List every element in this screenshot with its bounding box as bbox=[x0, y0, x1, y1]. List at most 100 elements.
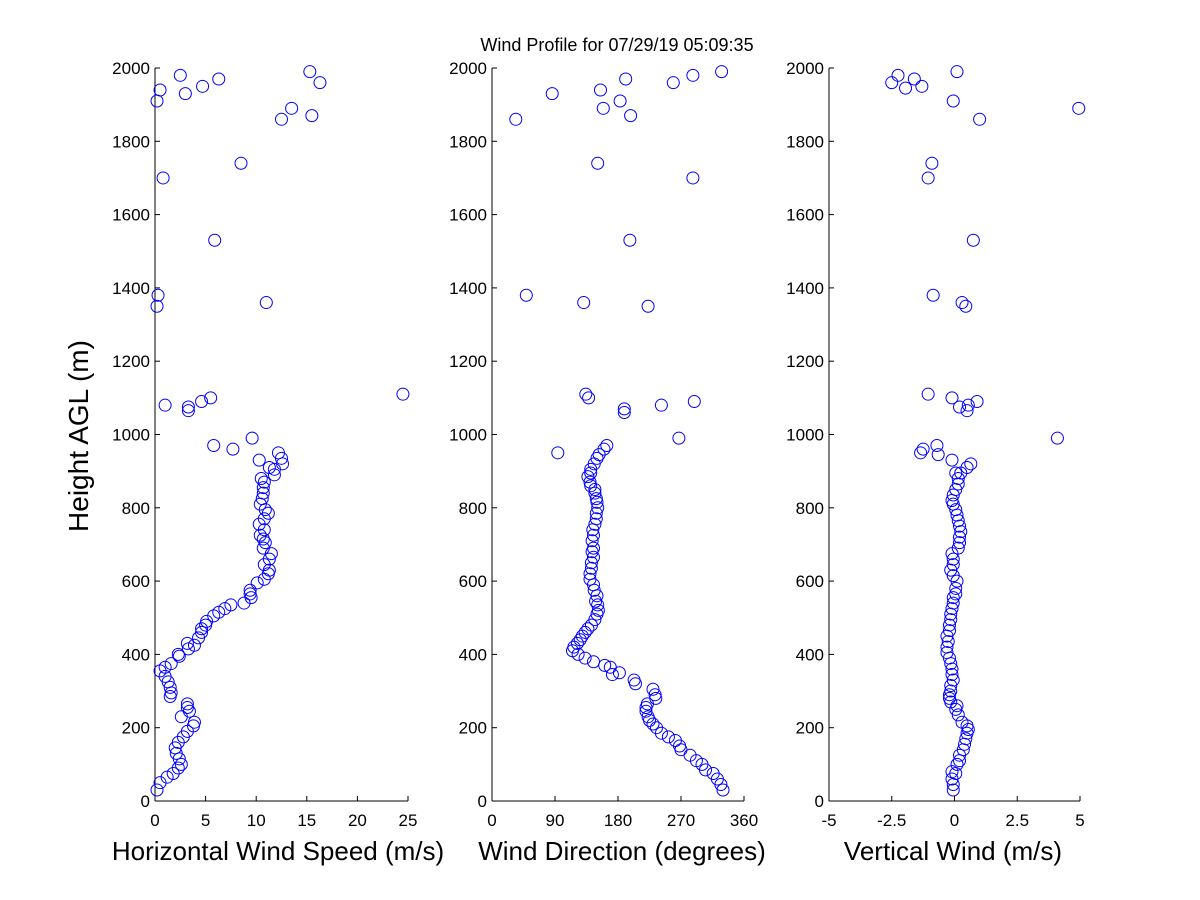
vertical-data-point bbox=[959, 732, 973, 746]
direction-data-point bbox=[646, 682, 660, 696]
direction-data-point bbox=[519, 288, 533, 302]
speed-data-point bbox=[256, 481, 270, 495]
direction-data-point bbox=[654, 398, 668, 412]
vertical-data-point bbox=[950, 65, 964, 79]
speed-data-point bbox=[178, 87, 192, 101]
speed-data-point bbox=[207, 438, 221, 452]
vertical-data-point bbox=[946, 569, 960, 583]
direction-data-point bbox=[617, 406, 631, 420]
vertical-x-tick-label: 2.5 bbox=[1005, 811, 1029, 830]
direction-data-point bbox=[591, 598, 605, 612]
direction-data-point bbox=[589, 506, 603, 520]
vertical-y-tick-label: 1400 bbox=[786, 279, 824, 298]
speed-data-point bbox=[256, 541, 270, 555]
speed-data-point bbox=[164, 657, 178, 671]
speed-y-tick-label: 1800 bbox=[112, 132, 150, 151]
vertical-data-point bbox=[946, 783, 960, 797]
speed-data-point bbox=[258, 536, 272, 550]
vertical-data-point bbox=[966, 233, 980, 247]
direction-data-point bbox=[603, 660, 617, 674]
vertical-data-point bbox=[942, 691, 956, 705]
figure-title: Wind Profile for 07/29/19 05:09:35 bbox=[480, 35, 753, 55]
speed-data-point bbox=[261, 506, 275, 520]
speed-data-point bbox=[234, 156, 248, 170]
speed-data-point bbox=[187, 638, 201, 652]
speed-x-tick-label: 25 bbox=[399, 811, 418, 830]
direction-data-point bbox=[648, 688, 662, 702]
vertical-data-point bbox=[944, 684, 958, 698]
direction-data-point bbox=[641, 710, 655, 724]
vertical-x-tick-label: 0 bbox=[950, 811, 959, 830]
vertical-data-point bbox=[953, 536, 967, 550]
speed-x-tick-label: 20 bbox=[348, 811, 367, 830]
speed-data-point bbox=[181, 400, 195, 414]
vertical-data-point bbox=[907, 72, 921, 86]
speed-data-point bbox=[174, 757, 188, 771]
direction-data-point bbox=[589, 512, 603, 526]
speed-data-point bbox=[243, 583, 257, 597]
direction-data-point bbox=[646, 717, 660, 731]
speed-data-point bbox=[303, 65, 317, 79]
vertical-data-point bbox=[959, 299, 973, 313]
vertical-data-point bbox=[946, 673, 960, 687]
direction-y-tick-label: 800 bbox=[459, 499, 487, 518]
speed-y-tick-label: 600 bbox=[122, 572, 150, 591]
direction-data-point bbox=[641, 299, 655, 313]
speed-data-point bbox=[276, 457, 290, 471]
direction-data-point bbox=[509, 112, 523, 126]
direction-y-tick-label: 400 bbox=[459, 645, 487, 664]
direction-data-point bbox=[687, 395, 701, 409]
speed-data-point bbox=[245, 431, 259, 445]
speed-data-point bbox=[173, 68, 187, 82]
direction-x-axis-label: Wind Direction (degrees) bbox=[478, 836, 766, 866]
vertical-data-point bbox=[914, 446, 928, 460]
direction-data-point bbox=[587, 528, 600, 542]
vertical-data-point bbox=[973, 112, 987, 126]
direction-data-point bbox=[624, 109, 638, 123]
direction-y-tick-label: 600 bbox=[459, 572, 487, 591]
direction-data-point bbox=[686, 171, 700, 185]
speed-data-point bbox=[255, 492, 269, 506]
direction-y-tick-label: 1800 bbox=[449, 132, 487, 151]
speed-data-point bbox=[212, 72, 226, 86]
vertical-data-point bbox=[950, 699, 964, 713]
speed-data-point bbox=[243, 587, 257, 601]
vertical-data-point bbox=[945, 391, 959, 405]
speed-data-point bbox=[195, 395, 209, 409]
direction-data-point bbox=[583, 572, 597, 586]
direction-data-point bbox=[591, 603, 605, 617]
speed-data-point bbox=[250, 576, 264, 590]
direction-data-point bbox=[591, 501, 605, 515]
vertical-data-point bbox=[964, 457, 978, 471]
speed-data-point bbox=[180, 697, 194, 711]
vertical-data-point bbox=[953, 400, 967, 414]
direction-x-tick-label: 270 bbox=[667, 811, 695, 830]
vertical-data-point bbox=[921, 171, 935, 185]
speed-data-point bbox=[313, 76, 327, 90]
speed-data-point bbox=[218, 602, 232, 616]
speed-data-point bbox=[153, 83, 167, 97]
speed-x-tick-label: 15 bbox=[297, 811, 316, 830]
direction-data-point bbox=[594, 83, 607, 97]
speed-y-tick-label: 2000 bbox=[112, 59, 150, 78]
direction-data-point bbox=[578, 651, 592, 665]
vertical-data-point bbox=[946, 552, 960, 566]
direction-data-point bbox=[715, 65, 729, 79]
direction-data-point bbox=[596, 101, 610, 115]
speed-data-point bbox=[150, 783, 164, 797]
vertical-data-point bbox=[950, 757, 964, 771]
direction-data-point bbox=[623, 233, 637, 247]
direction-data-point bbox=[588, 482, 602, 496]
speed-data-point bbox=[181, 404, 195, 418]
speed-data-point bbox=[257, 572, 271, 586]
direction-y-tick-label: 1200 bbox=[449, 352, 487, 371]
vertical-data-point bbox=[942, 624, 956, 638]
speed-data-point bbox=[257, 475, 271, 489]
vertical-data-point bbox=[949, 581, 963, 595]
vertical-data-point bbox=[944, 679, 958, 693]
vertical-x-axis-label: Vertical Wind (m/s) bbox=[844, 836, 1062, 866]
speed-data-point bbox=[150, 299, 164, 313]
direction-data-point bbox=[627, 673, 641, 687]
speed-data-point bbox=[171, 647, 185, 661]
